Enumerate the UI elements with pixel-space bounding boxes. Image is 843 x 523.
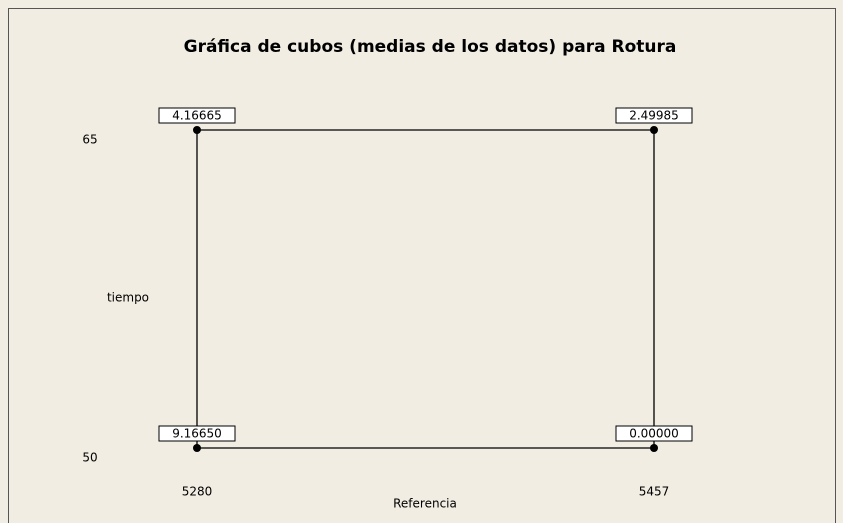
value-box — [158, 425, 236, 442]
corner-point — [650, 444, 658, 452]
value-box — [615, 425, 693, 442]
value-label: 0.00000 — [629, 427, 679, 441]
value-label: 9.16650 — [172, 427, 222, 441]
x-tick-label: 5280 — [182, 485, 213, 499]
corner-point — [650, 126, 658, 134]
value-label: 2.49985 — [629, 109, 679, 123]
x-axis-label: Referencia — [393, 497, 457, 511]
y-axis-label: tiempo — [107, 291, 149, 305]
value-box — [158, 107, 236, 124]
x-tick-label: 5457 — [639, 485, 670, 499]
chart-title: Gráfica de cubos (medias de los datos) p… — [184, 37, 677, 57]
value-box — [615, 107, 693, 124]
y-tick-label: 50 — [82, 451, 97, 465]
value-label: 4.16665 — [172, 109, 222, 123]
y-tick-label: 65 — [82, 133, 97, 147]
corner-point — [193, 126, 201, 134]
frame — [8, 8, 836, 523]
corner-point — [193, 444, 201, 452]
